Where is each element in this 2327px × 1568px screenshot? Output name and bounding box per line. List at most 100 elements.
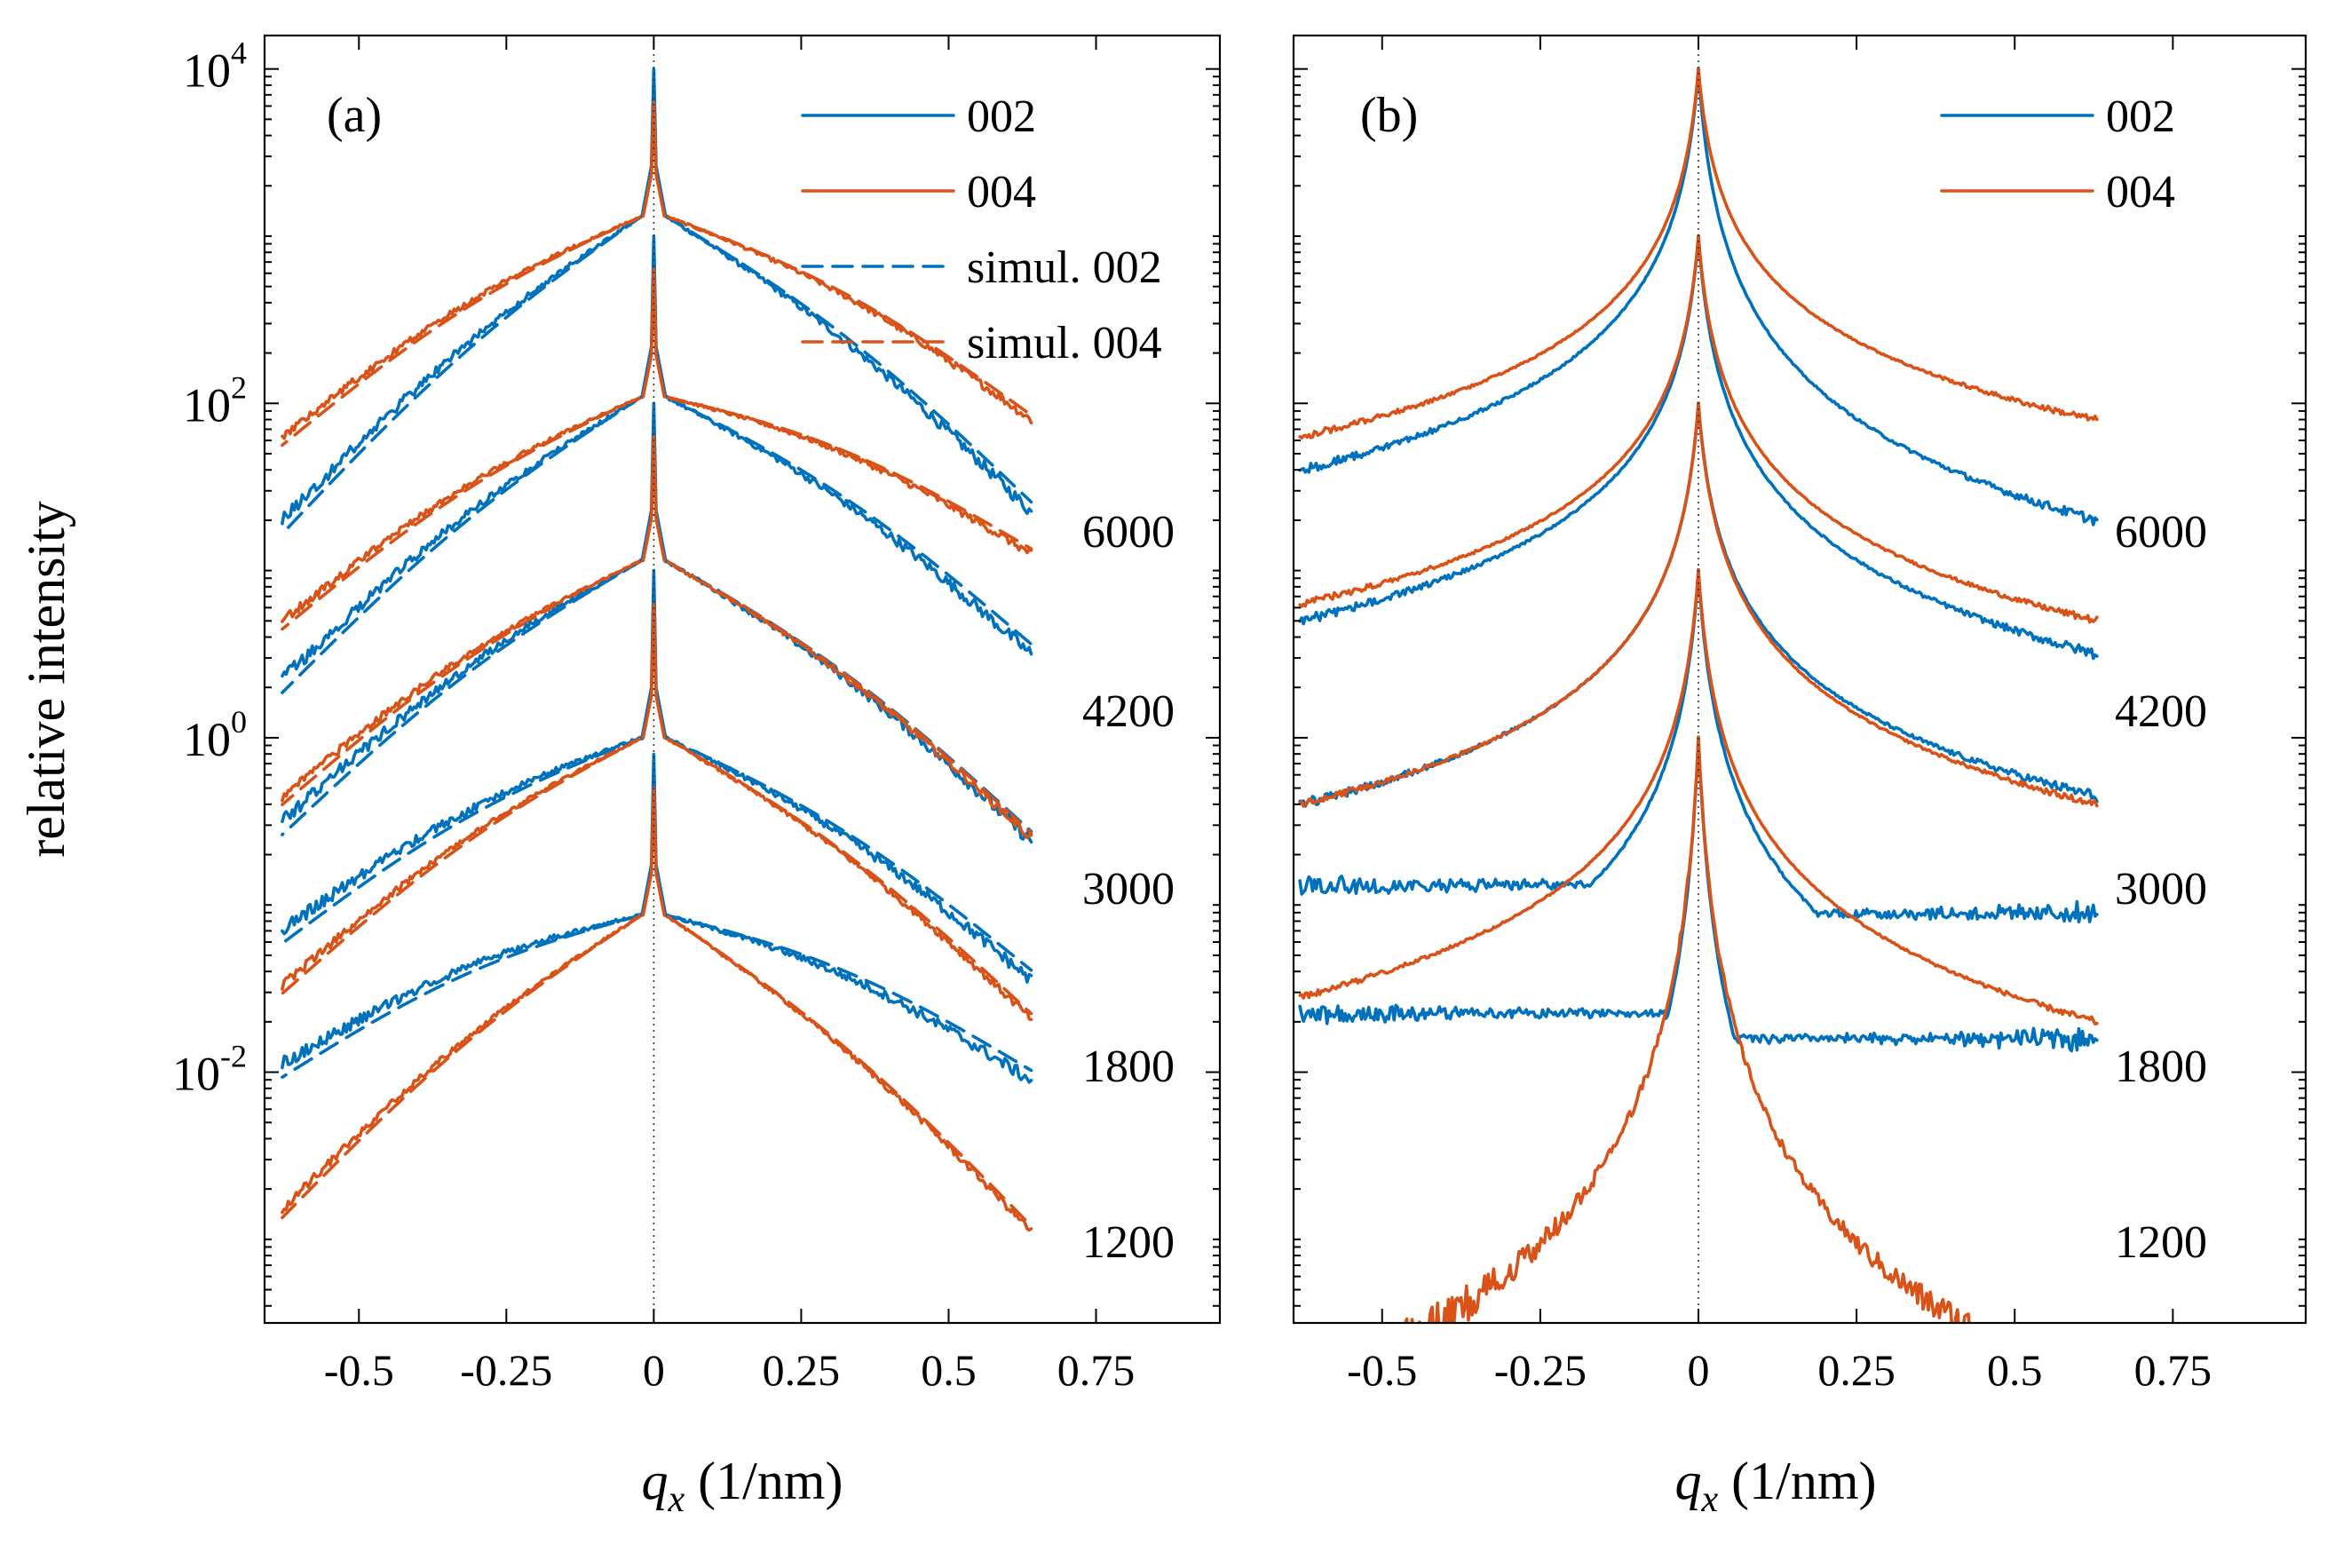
meas-004-right [663,736,1033,1022]
meas-002-left [281,735,644,936]
y-tick-label: 100 [183,704,247,766]
x-label-sub-a: x [668,1479,685,1520]
x-label-var-a: q [642,1452,669,1510]
y-axis-label: relative intensity [17,501,75,858]
meas-004-left [1298,568,1700,1000]
sim-002-left [281,395,644,694]
x-tick-label: 0.5 [1987,1345,2043,1395]
legend-label: simul. 002 [967,242,1162,293]
x-tick-label: 0.5 [921,1345,977,1395]
meas-004-right [663,395,1033,555]
spike-004 [641,100,667,218]
x-tick-label: 0.75 [2134,1345,2212,1395]
offset-label: 3000 [1082,864,1175,915]
panel-b-curves [1298,67,2099,1323]
legend-label: 002 [967,91,1036,142]
offset-label: 4200 [1082,686,1175,737]
meas-002-right [1697,735,2099,1053]
meas-002-left [1298,735,1700,1026]
x-tick-label: -0.5 [324,1345,394,1395]
offset-label: 1200 [2115,1217,2207,1268]
meas-004-right [663,914,1033,1232]
panel-a-offset-labels: 6000 4200 3000 1800 1200 [1082,507,1175,1268]
sim-002-right [663,736,1033,972]
meas-002-right [1697,401,2099,804]
meas-004-left [1298,67,1700,440]
y-tick-label: 10-2 [172,1039,247,1101]
x-tick-label: 0.75 [1057,1345,1136,1395]
x-label-unit-a: (1/nm) [685,1452,843,1510]
x-tick-label: -0.5 [1347,1345,1417,1395]
panel-a-label: (a) [327,88,382,143]
meas-002-left [281,557,644,824]
meas-002-right [1697,568,2099,923]
panel-b-label: (b) [1360,88,1418,143]
meas-002-right [663,913,1033,1084]
meas-002-left [281,912,644,1070]
offset-label: 4200 [2115,686,2207,737]
meas-004-left [1298,234,1700,608]
y-tick-label: 102 [183,369,247,432]
panel-b-ticks: -0.5 -0.25 0 0.25 0.5 0.75 [1294,36,2306,1395]
panel-a-curves [281,67,1033,1232]
meas-002-right [1697,67,2099,527]
x-label-var-b: q [1675,1452,1702,1510]
panel-b-x-axis-label: qx (1/nm) [1675,1452,1877,1520]
meas-002-right [1697,234,2099,661]
meas-004-left [1404,737,1700,1323]
legend-label: 004 [967,167,1036,218]
panel-a-x-axis-label: qx (1/nm) [642,1452,843,1520]
sim-004-left [281,913,644,1220]
meas-004-right [1697,67,2099,422]
meas-004-left [281,394,644,623]
offset-label: 1200 [1082,1217,1175,1268]
sim-004-right [663,395,1033,550]
meas-004-left [281,214,644,440]
legend-label: simul. 004 [967,318,1162,368]
spike-004 [641,267,667,399]
meas-004-right [1697,401,2099,808]
y-tick-label: 104 [183,36,247,98]
legend-label: 004 [2106,167,2175,218]
legend-label: 002 [2106,91,2175,142]
spike-004 [641,435,667,563]
meas-004-left [281,913,644,1215]
sim-004-right [663,913,1033,1228]
x-tick-label: -0.25 [460,1345,552,1395]
panel-b-frame [1292,34,2307,1325]
offset-label: 3000 [2115,864,2207,915]
panel-a-frame [263,34,1222,1325]
meas-004-right [663,558,1033,840]
x-label-unit-b: (1/nm) [1718,1452,1876,1510]
x-tick-label: 0 [1688,1345,1710,1395]
meas-004-left [281,558,644,803]
offset-label: 6000 [1082,507,1175,558]
panel-a-ticks: -0.5 -0.25 0 0.25 0.5 0.75 10-2 100 102 104 [172,36,1220,1395]
panel-a: -0.5 -0.25 0 0.25 0.5 0.75 10-2 100 102 104 (a) 0… [17,34,1222,1520]
meas-002-left [1298,67,1700,474]
meas-004-left [1298,401,1700,808]
meas-002-left [1298,567,1700,896]
meas-004-right [1697,735,2001,1323]
meas-002-left [281,395,644,678]
meas-004-right [663,214,1033,425]
meas-004-right [1697,234,2099,624]
meas-002-right [663,734,1033,984]
meas-002-left [1298,234,1700,626]
spike-004 [641,602,667,740]
offset-label: 1800 [2115,1041,2207,1092]
meas-002-right [663,394,1033,656]
sim-002-left [281,558,644,836]
panel-a-legend: 002 004 simul. 002 simul. 004 [801,91,1162,368]
x-tick-label: 0.25 [1817,1345,1896,1395]
panel-b-offset-labels: 6000 4200 3000 1800 1200 [2115,507,2207,1268]
x-tick-label: 0 [643,1345,665,1395]
x-tick-label: 0.25 [763,1345,841,1395]
x-tick-label: -0.25 [1494,1345,1587,1395]
meas-002-left [281,214,644,526]
offset-label: 1800 [1082,1041,1175,1092]
sim-004-left [281,558,644,806]
